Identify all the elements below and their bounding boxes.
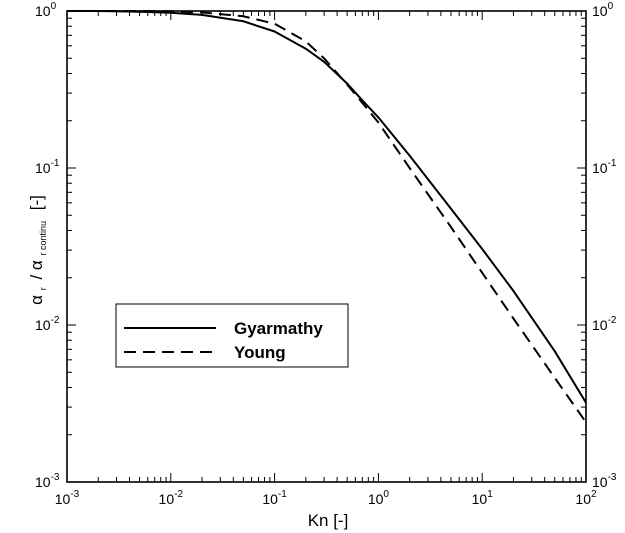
y-axis-label: α r / α r continu [-] (27, 195, 50, 305)
y-tick-label: 10-3 (35, 472, 60, 490)
y-tick-label-right: 10-2 (592, 315, 617, 333)
y-label-separator: / (27, 275, 46, 280)
legend: Gyarmathy Young (115, 303, 349, 368)
y-tick-label-right: 10-1 (592, 158, 617, 176)
legend-label-gyarmathy: Gyarmathy (234, 319, 323, 338)
y-label-unit: [-] (27, 195, 46, 210)
ticks-layer (66, 10, 587, 483)
legend-label-young: Young (234, 343, 286, 362)
y-label-denominator-sub: r continu (38, 221, 48, 256)
y-tick-label-right: 100 (592, 1, 614, 19)
y-tick-label-right: 10-3 (592, 472, 617, 490)
svg-text:α r / α: α r / α r continu [-] (27, 195, 50, 305)
legend-box (115, 303, 349, 368)
plot-frame (66, 10, 587, 483)
x-tick-label: 102 (575, 489, 597, 507)
y-label-denominator: α (27, 260, 46, 270)
x-tick-label: 10-3 (55, 489, 80, 507)
x-tick-label: 101 (472, 489, 494, 507)
x-tick-label: 10-2 (159, 489, 184, 507)
x-tick-label: 100 (368, 489, 390, 507)
y-tick-label: 10-2 (35, 315, 60, 333)
x-tick-label: 10-1 (262, 489, 287, 507)
y-tick-label: 100 (35, 1, 57, 19)
y-label-main: α (27, 295, 46, 305)
y-tick-label: 10-1 (35, 158, 60, 176)
y-label-main-sub: r (38, 287, 48, 290)
x-axis-label: Kn [-] (308, 511, 349, 530)
